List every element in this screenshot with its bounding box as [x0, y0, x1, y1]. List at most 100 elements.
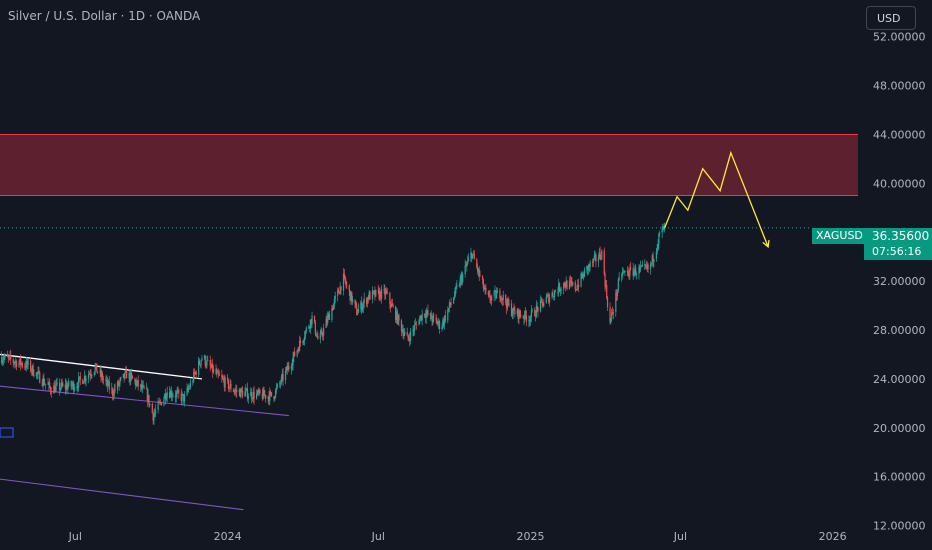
candle: [430, 310, 432, 320]
currency-button[interactable]: USD: [866, 6, 916, 30]
candle: [539, 295, 542, 313]
candle: [621, 272, 623, 282]
candle: [117, 379, 119, 387]
candle: [531, 308, 533, 313]
candle: [375, 289, 377, 298]
candle: [290, 363, 292, 375]
candle: [459, 274, 461, 289]
candle: [95, 363, 97, 369]
candle: [484, 285, 486, 295]
candle: [256, 389, 259, 396]
candle: [125, 365, 127, 373]
candle: [106, 374, 108, 388]
candle: [559, 287, 561, 297]
candle: [500, 295, 502, 303]
candle: [18, 360, 20, 368]
candle: [362, 300, 364, 313]
candle: [536, 302, 538, 313]
candle: [577, 278, 580, 293]
candle: [575, 288, 577, 292]
candle: [489, 289, 491, 303]
candle: [224, 375, 226, 392]
candle: [89, 369, 91, 382]
candle: [379, 287, 381, 301]
candle: [84, 374, 86, 385]
candle: [20, 354, 22, 371]
candle: [435, 313, 437, 324]
candle: [453, 291, 456, 301]
candle: [441, 323, 443, 332]
candle: [657, 239, 659, 252]
candle: [207, 355, 209, 362]
candle: [250, 387, 252, 397]
candle: [199, 364, 201, 368]
candle: [218, 370, 220, 377]
candle: [369, 290, 371, 300]
candle: [571, 276, 573, 288]
candle: [398, 313, 400, 327]
candle: [425, 307, 427, 324]
candle: [641, 260, 643, 268]
candle: [351, 291, 353, 306]
candle: [165, 392, 167, 402]
symbol-tag: XAGUSD: [812, 228, 867, 244]
candle: [236, 384, 238, 398]
candle: [302, 340, 304, 346]
candle: [485, 283, 487, 295]
candle: [488, 290, 490, 297]
candle: [287, 362, 289, 371]
candle: [38, 366, 40, 374]
candle: [245, 384, 247, 397]
candle: [634, 265, 636, 278]
candle: [612, 308, 614, 320]
candle: [662, 226, 664, 233]
candle: [374, 286, 376, 301]
candle: [467, 255, 469, 266]
candle: [656, 244, 658, 255]
candle: [73, 380, 75, 394]
candle: [545, 292, 547, 304]
candle: [221, 369, 223, 383]
candle: [452, 296, 455, 305]
candle: [305, 326, 307, 334]
candle: [13, 361, 15, 365]
candle: [617, 277, 619, 293]
candle: [304, 330, 307, 340]
candle: [342, 268, 345, 296]
countdown-label: 07:56:16: [864, 244, 932, 260]
candle: [652, 251, 654, 268]
candle: [126, 366, 128, 379]
candle: [259, 389, 261, 395]
candle: [216, 367, 218, 378]
candle: [632, 262, 634, 280]
candle: [569, 274, 571, 288]
candle: [257, 388, 259, 396]
candle: [20, 362, 23, 368]
candle: [628, 270, 630, 281]
candle: [10, 349, 12, 365]
candle: [76, 382, 78, 392]
candle: [537, 306, 539, 318]
candle: [12, 357, 14, 368]
candle: [598, 248, 600, 260]
candle: [338, 292, 340, 295]
candle: [234, 387, 236, 395]
candle: [54, 380, 57, 393]
candle: [644, 259, 646, 271]
candle: [478, 266, 480, 282]
candle: [389, 291, 391, 309]
candle: [595, 253, 597, 268]
candle: [275, 382, 278, 394]
candle: [554, 289, 556, 293]
candle: [246, 382, 249, 402]
candle: [447, 306, 449, 324]
candle: [518, 310, 520, 325]
candle: [496, 287, 498, 299]
candle: [356, 308, 359, 316]
candle: [380, 285, 383, 304]
candle: [653, 258, 655, 268]
candle: [371, 286, 374, 304]
candle: [169, 386, 171, 399]
candle: [320, 326, 322, 335]
